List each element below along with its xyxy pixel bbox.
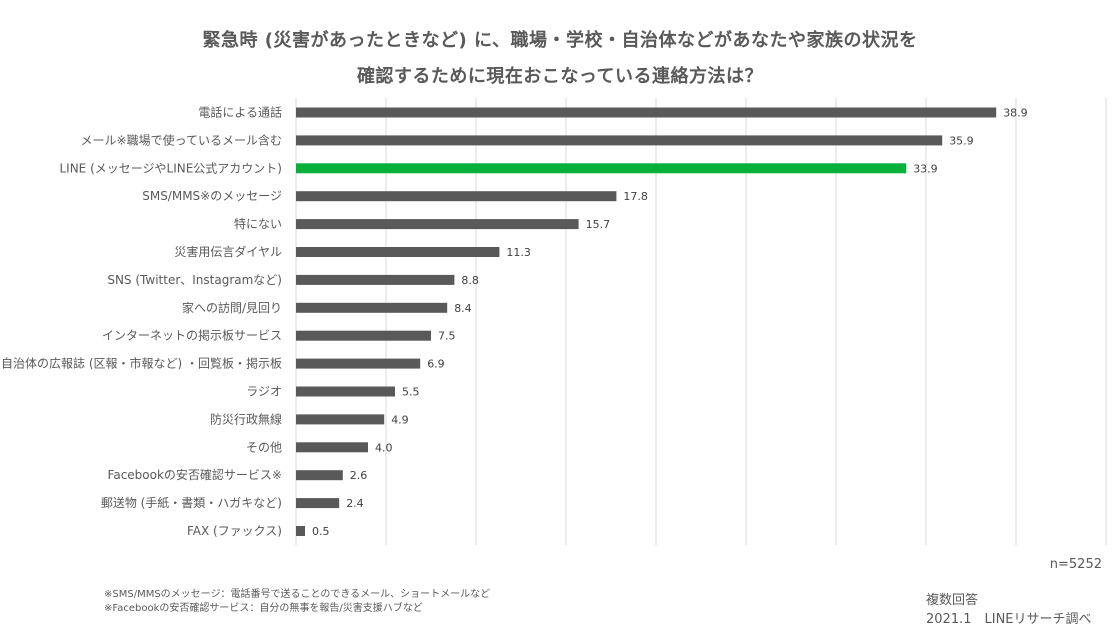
sample-size: n=5252 xyxy=(1049,557,1102,572)
bar xyxy=(296,135,943,146)
bar xyxy=(296,442,368,453)
value-label: 33.9 xyxy=(913,162,938,175)
category-label: インターネットの掲示板サービス xyxy=(102,328,282,343)
value-label: 8.8 xyxy=(461,274,479,287)
bar xyxy=(296,219,579,230)
category-label: 電話による通話 xyxy=(198,105,282,120)
value-label: 7.5 xyxy=(438,330,456,343)
category-label: 自治体の広報誌 (区報・市報など) ・回覧板・掲示板 xyxy=(1,356,282,371)
value-label: 2.4 xyxy=(346,497,364,510)
value-label: 0.5 xyxy=(312,525,330,538)
category-label: 郵送物 (手紙・書類・ハガキなど) xyxy=(101,495,282,510)
footnote-sms: ※SMS/MMSのメッセージ：電話番号で送ることのできるメール、ショートメールな… xyxy=(104,589,491,600)
bar xyxy=(296,470,343,481)
value-label: 6.9 xyxy=(427,358,445,371)
bar xyxy=(296,191,617,202)
bar xyxy=(296,498,340,509)
chart-title-line1: 緊急時 (災害があったときなど) に、職場・学校・自治体などがあなたや家族の状況… xyxy=(202,30,918,51)
category-label: 特にない xyxy=(234,216,282,231)
bar-chart: 電話による通話 38.9 メール※職場で使っているメール含む 35.9 LINE (メッ… xyxy=(1,98,1107,545)
value-label: 2.6 xyxy=(350,469,368,482)
category-label: その他 xyxy=(246,440,282,454)
bar xyxy=(296,247,500,257)
value-label: 8.4 xyxy=(454,302,472,315)
category-label: 災害用伝言ダイヤル xyxy=(174,244,282,259)
value-label: 5.5 xyxy=(402,386,420,399)
bar xyxy=(296,526,305,536)
category-label: 家への訪問/見回り xyxy=(182,300,282,315)
category-label: Facebookの安否確認サービス※ xyxy=(108,467,282,482)
bar xyxy=(296,302,448,313)
category-label: LINE (メッセージやLINE公式アカウント) xyxy=(59,161,282,175)
category-label: FAX (ファックス) xyxy=(187,524,282,538)
bar xyxy=(296,274,455,285)
value-label: 15.7 xyxy=(586,218,611,231)
value-label: 38.9 xyxy=(1003,107,1027,120)
value-label: 4.9 xyxy=(391,413,409,426)
bar xyxy=(296,107,997,118)
chart-title-line2: 確認するために現在おこなっている連絡方法は？ xyxy=(356,66,764,87)
category-label: 防災行政無線 xyxy=(210,411,282,426)
bar xyxy=(296,163,907,174)
category-label: SNS (Twitter、Instagramなど) xyxy=(107,273,282,287)
value-label: 11.3 xyxy=(506,246,531,259)
answer-type-label: 複数回答 xyxy=(926,593,979,608)
bar xyxy=(296,358,421,369)
value-label: 35.9 xyxy=(949,134,974,147)
category-label: SMS/MMS※のメッセージ xyxy=(142,189,282,203)
value-label: 4.0 xyxy=(375,441,393,454)
bar xyxy=(296,414,385,425)
source-credit: 2021.1 LINEリサーチ調べ xyxy=(926,612,1092,627)
bar xyxy=(296,386,395,397)
category-label: メール※職場で使っているメール含む xyxy=(81,132,282,147)
value-label: 17.8 xyxy=(623,190,648,203)
category-label: ラジオ xyxy=(246,385,282,399)
footnote-facebook: ※Facebookの安否確認サービス：自分の無事を報告/災害支援ハブなど xyxy=(104,603,423,614)
bar xyxy=(296,330,431,341)
